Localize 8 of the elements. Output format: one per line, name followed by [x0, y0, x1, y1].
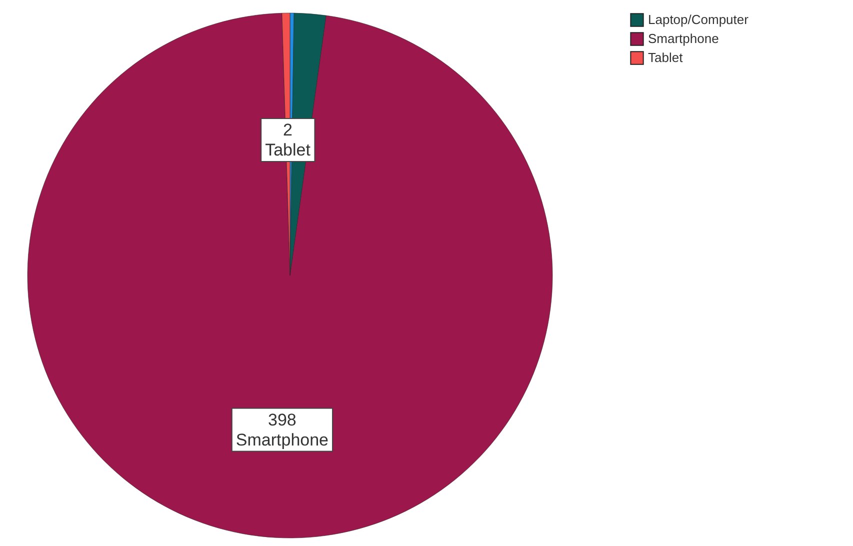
data-label: 2 [283, 120, 293, 140]
legend-label: Tablet [648, 50, 684, 65]
legend-label: Smartphone [648, 31, 719, 46]
legend-label: Laptop/Computer [648, 12, 750, 27]
slice-label: Tablet [265, 140, 311, 160]
slice-label: Smartphone [236, 430, 329, 450]
pie-slice [27, 12, 553, 538]
data-label: 398 [268, 410, 296, 430]
